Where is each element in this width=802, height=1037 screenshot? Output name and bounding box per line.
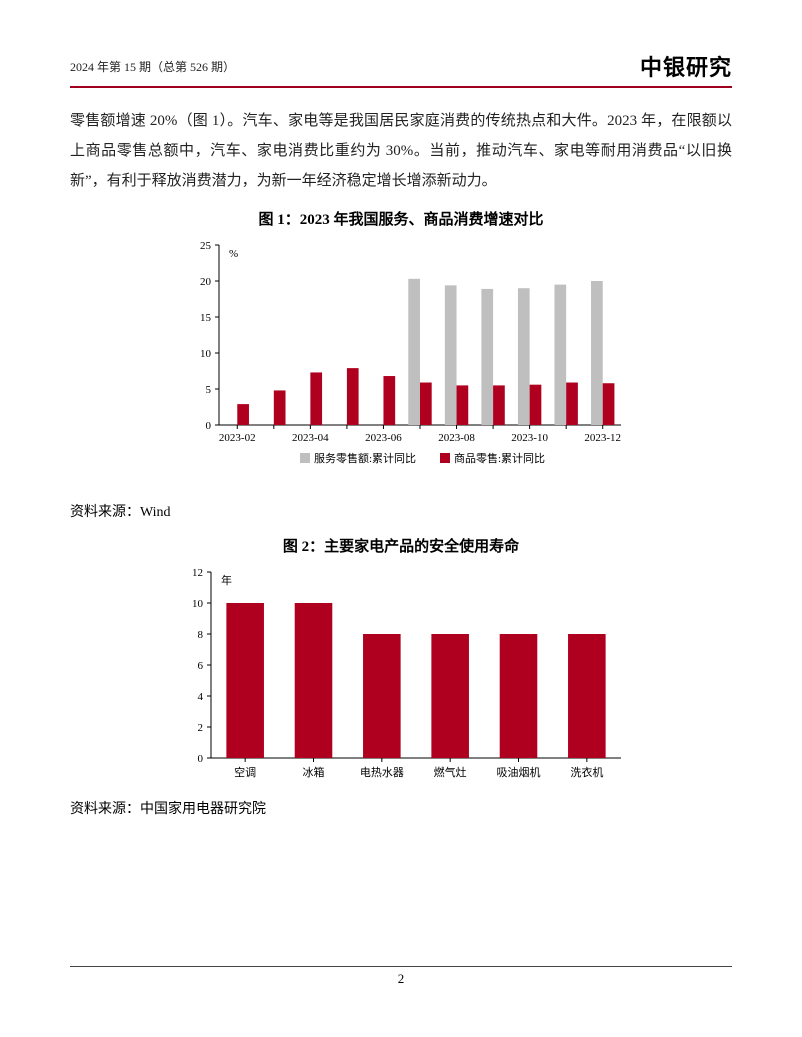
- svg-text:6: 6: [198, 660, 204, 672]
- svg-text:20: 20: [200, 276, 212, 288]
- chart2-svg: 0 2 4 6 8 10 12 年空调 冰箱 电热水器 燃气灶 吸油烟机 洗衣机: [171, 562, 631, 792]
- svg-text:0: 0: [206, 420, 212, 432]
- svg-text:10: 10: [192, 598, 204, 610]
- svg-text:2023-06: 2023-06: [365, 432, 402, 444]
- svg-text:25: 25: [200, 240, 212, 252]
- chart1-source: 资料来源：Wind: [70, 501, 732, 521]
- svg-text:服务零售额:累计同比: 服务零售额:累计同比: [314, 451, 416, 465]
- page-number: 2: [398, 971, 405, 986]
- page-container: 2024 年第 15 期（总第 526 期） 中银研究 零售额增速 20%（图 …: [0, 0, 802, 862]
- svg-text:吸油烟机: 吸油烟机: [497, 765, 541, 779]
- svg-text:2023-12: 2023-12: [584, 432, 621, 444]
- svg-text:空调: 空调: [234, 765, 256, 779]
- svg-text:2023-02: 2023-02: [219, 432, 256, 444]
- svg-text:电热水器: 电热水器: [360, 766, 404, 779]
- svg-text:年: 年: [221, 573, 232, 587]
- svg-text:洗衣机: 洗衣机: [570, 765, 603, 779]
- chart2-title: 图 2：主要家电产品的安全使用寿命: [70, 535, 732, 556]
- issue-label: 2024 年第 15 期（总第 526 期）: [70, 58, 235, 75]
- chart1-container: 0 5 10 15 20 25% 2023-02 2023-04 2023-06 2023-08 2…: [171, 235, 631, 495]
- chart1-svg: 0 5 10 15 20 25% 2023-02 2023-04 2023-06 2023-08 2…: [171, 235, 631, 495]
- body-paragraph: 零售额增速 20%（图 1）。汽车、家电等是我国居民家庭消费的传统热点和大件。2…: [70, 106, 732, 196]
- chart2-container: 0 2 4 6 8 10 12 年空调 冰箱 电热水器 燃气灶 吸油烟机 洗衣机: [171, 562, 631, 792]
- svg-text:2023-10: 2023-10: [511, 432, 548, 444]
- page-footer: 2: [70, 966, 732, 987]
- svg-text:12: 12: [192, 567, 203, 579]
- svg-text:10: 10: [200, 348, 212, 360]
- svg-text:2: 2: [198, 722, 204, 734]
- brand-logo-text: 中银研究: [640, 50, 732, 82]
- svg-text:商品零售:累计同比: 商品零售:累计同比: [454, 451, 545, 465]
- svg-text:燃气灶: 燃气灶: [434, 765, 467, 779]
- page-header: 2024 年第 15 期（总第 526 期） 中银研究: [70, 50, 732, 88]
- svg-text:冰箱: 冰箱: [303, 765, 325, 779]
- svg-text:15: 15: [200, 312, 212, 324]
- chart1-title: 图 1：2023 年我国服务、商品消费增速对比: [70, 208, 732, 229]
- svg-text:8: 8: [198, 629, 204, 641]
- svg-text:5: 5: [206, 384, 212, 396]
- svg-text:4: 4: [198, 691, 204, 703]
- svg-text:2023-04: 2023-04: [292, 432, 329, 444]
- svg-text:2023-08: 2023-08: [438, 432, 475, 444]
- svg-text:0: 0: [198, 753, 204, 765]
- svg-text:%: %: [229, 248, 238, 260]
- chart2-source: 资料来源：中国家用电器研究院: [70, 798, 732, 818]
